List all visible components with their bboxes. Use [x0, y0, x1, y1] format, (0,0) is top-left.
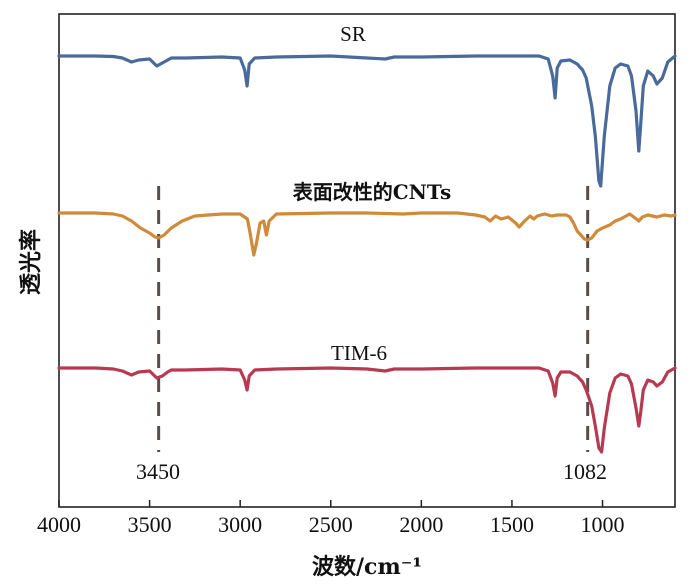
series-label-cnts: 表面改性的CNTs: [293, 180, 452, 204]
series-line-tim6: [57, 366, 677, 454]
series-line-sr: [57, 54, 677, 188]
x-tick-label-2000: 2000: [399, 512, 443, 537]
x-axis-label: 波数/cm⁻¹: [312, 554, 422, 580]
y-axis-label: 透光率: [18, 229, 44, 295]
x-tick-label-1000: 1000: [581, 512, 625, 537]
x-tick-label-2500: 2500: [309, 512, 353, 537]
x-axis-ticks: 4000 3500 3000 2500 2000 1500 1000: [37, 500, 625, 537]
series-label-sr: SR: [340, 22, 366, 46]
x-tick-label-3000: 3000: [218, 512, 262, 537]
annotation-lines: [157, 186, 590, 452]
x-tick-label-4000: 4000: [37, 512, 81, 537]
x-tick-label-1500: 1500: [490, 512, 534, 537]
x-tick-label-3500: 3500: [128, 512, 172, 537]
series-line-cnts: [57, 211, 677, 257]
annotation-label-1082: 1082: [563, 459, 607, 484]
annotation-label-3450: 3450: [136, 459, 180, 484]
series-lines: [57, 54, 677, 454]
series-label-tim6: TIM-6: [331, 341, 387, 365]
plot-area-frame: [58, 13, 676, 508]
